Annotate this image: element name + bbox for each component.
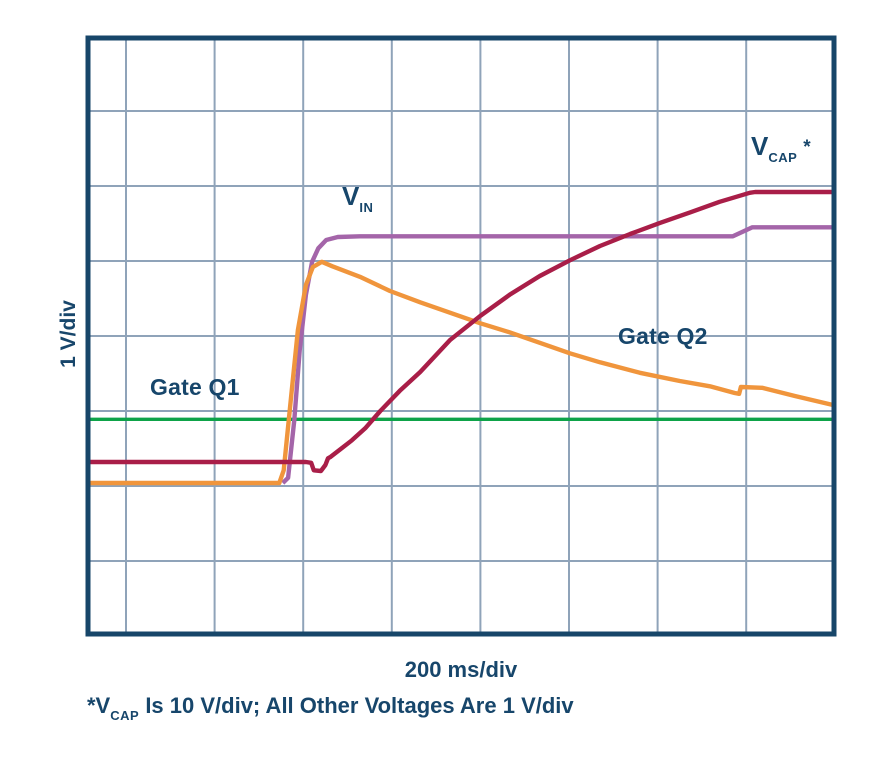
- footnote-sub: CAP: [110, 708, 140, 723]
- vcap-trace-label-sub: CAP: [768, 150, 798, 165]
- y-axis-label: 1 V/div: [57, 300, 80, 368]
- footnote-text: Is 10 V/div; All Other Voltages Are 1 V/…: [139, 693, 574, 718]
- x-axis-label: 200 ms/div: [404, 657, 518, 682]
- gate-q2-trace-label: Gate Q2: [618, 323, 708, 349]
- footnote-prefix: *V: [87, 693, 111, 718]
- gate-q1-trace-label: Gate Q1: [150, 374, 240, 400]
- vin-trace-label-main: V: [342, 181, 360, 211]
- vin-trace-label-sub: IN: [359, 200, 374, 215]
- footnote: *VCAP Is 10 V/div; All Other Voltages Ar…: [87, 693, 574, 723]
- trace-vin: [281, 225, 836, 485]
- plot-border: [85, 35, 837, 637]
- vcap-trace-label-asterisk: *: [803, 137, 811, 158]
- vin-trace-label: VIN: [342, 181, 374, 215]
- vcap-trace-label-main: V: [751, 131, 769, 161]
- trace-vcap: [86, 189, 836, 474]
- vcap-trace-label: VCAP *: [751, 131, 811, 165]
- trace-gate-q2: [86, 259, 834, 486]
